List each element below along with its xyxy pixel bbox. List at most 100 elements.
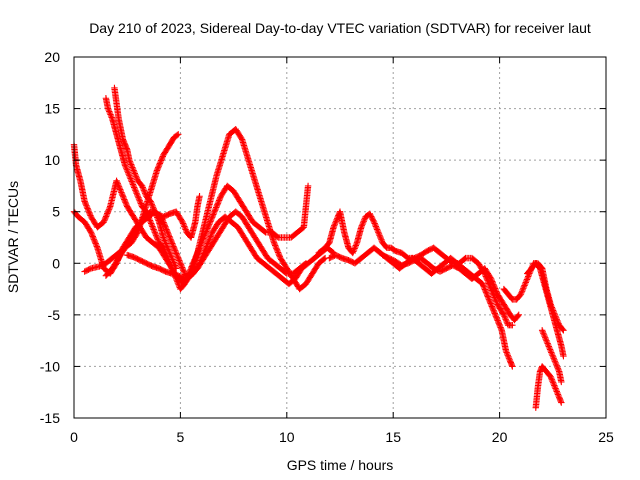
data-point xyxy=(105,207,112,214)
data-point xyxy=(129,179,136,187)
data-point xyxy=(92,240,99,247)
data-point xyxy=(138,182,146,190)
data-point xyxy=(107,111,114,118)
data-point xyxy=(152,230,159,238)
data-point xyxy=(151,227,158,235)
data-point xyxy=(490,282,498,289)
data-point xyxy=(123,165,130,172)
data-point xyxy=(82,201,90,208)
data-point xyxy=(490,308,498,316)
data-point xyxy=(163,226,170,233)
data-point xyxy=(210,211,217,218)
data-point xyxy=(180,221,187,229)
data-point xyxy=(151,229,159,236)
data-point xyxy=(141,188,148,196)
data-point xyxy=(174,278,181,285)
data-point xyxy=(132,188,140,196)
data-point xyxy=(122,199,129,206)
data-point xyxy=(484,291,491,299)
data-point xyxy=(177,261,185,268)
data-point xyxy=(479,282,487,289)
data-point xyxy=(492,311,499,319)
data-point xyxy=(146,215,153,223)
data-point xyxy=(87,227,94,235)
data-point xyxy=(132,173,140,180)
data-point xyxy=(196,245,203,252)
data-point xyxy=(361,216,368,224)
data-point xyxy=(542,335,550,343)
data-point xyxy=(488,303,496,310)
data-point xyxy=(90,236,98,243)
data-point xyxy=(505,353,512,361)
data-point xyxy=(366,210,373,217)
x-tick-label: 0 xyxy=(70,429,78,445)
data-point xyxy=(188,263,196,270)
data-point xyxy=(548,376,556,383)
data-point xyxy=(140,187,148,194)
data-point xyxy=(158,156,165,163)
data-point xyxy=(375,230,383,238)
data-point xyxy=(500,311,508,319)
data-point xyxy=(543,337,550,344)
data-point xyxy=(161,237,168,244)
data-point xyxy=(91,238,99,246)
data-point xyxy=(373,224,380,232)
y-tick-label: 10 xyxy=(44,152,60,168)
data-point xyxy=(174,254,182,261)
data-point xyxy=(545,343,553,350)
data-point xyxy=(376,232,383,239)
data-point xyxy=(275,250,282,258)
data-point xyxy=(129,164,136,171)
data-point xyxy=(201,232,208,239)
data-point xyxy=(491,283,498,291)
data-point xyxy=(483,290,490,297)
data-point xyxy=(148,221,156,229)
data-point xyxy=(174,279,182,287)
data-point xyxy=(523,276,531,283)
data-point xyxy=(487,274,494,281)
data-point xyxy=(190,257,198,265)
data-point xyxy=(176,257,183,264)
data-point xyxy=(489,279,497,287)
data-point xyxy=(207,216,215,224)
data-point xyxy=(333,216,340,224)
data-point xyxy=(488,301,495,309)
data-point xyxy=(555,366,562,374)
data-point xyxy=(213,202,220,210)
data-point xyxy=(206,219,214,227)
data-point xyxy=(332,218,340,225)
data-point xyxy=(560,352,567,360)
data-point xyxy=(175,131,182,138)
data-point xyxy=(82,199,89,207)
data-point xyxy=(271,242,279,249)
data-point xyxy=(523,277,530,285)
data-point xyxy=(190,259,197,266)
data-point xyxy=(368,214,376,222)
data-point xyxy=(104,105,112,112)
data-point xyxy=(374,227,381,235)
data-point xyxy=(137,198,144,206)
data-point xyxy=(488,276,495,284)
data-point xyxy=(162,238,169,246)
data-point xyxy=(203,228,210,235)
data-point xyxy=(497,324,504,331)
data-point xyxy=(126,158,134,165)
data-point xyxy=(493,289,501,297)
data-point xyxy=(548,349,555,356)
data-point xyxy=(135,194,142,201)
data-point xyxy=(88,230,95,237)
data-point xyxy=(370,217,377,224)
data-point xyxy=(493,314,500,321)
data-point xyxy=(211,207,219,214)
data-point xyxy=(87,229,95,236)
data-point xyxy=(209,212,216,220)
data-point xyxy=(172,248,179,256)
data-point xyxy=(360,218,367,225)
data-point xyxy=(482,289,490,296)
data-point xyxy=(156,160,164,167)
data-point xyxy=(173,250,180,257)
data-point xyxy=(202,229,209,237)
data-point xyxy=(554,365,562,372)
data-point xyxy=(486,297,493,304)
data-point xyxy=(172,265,180,272)
